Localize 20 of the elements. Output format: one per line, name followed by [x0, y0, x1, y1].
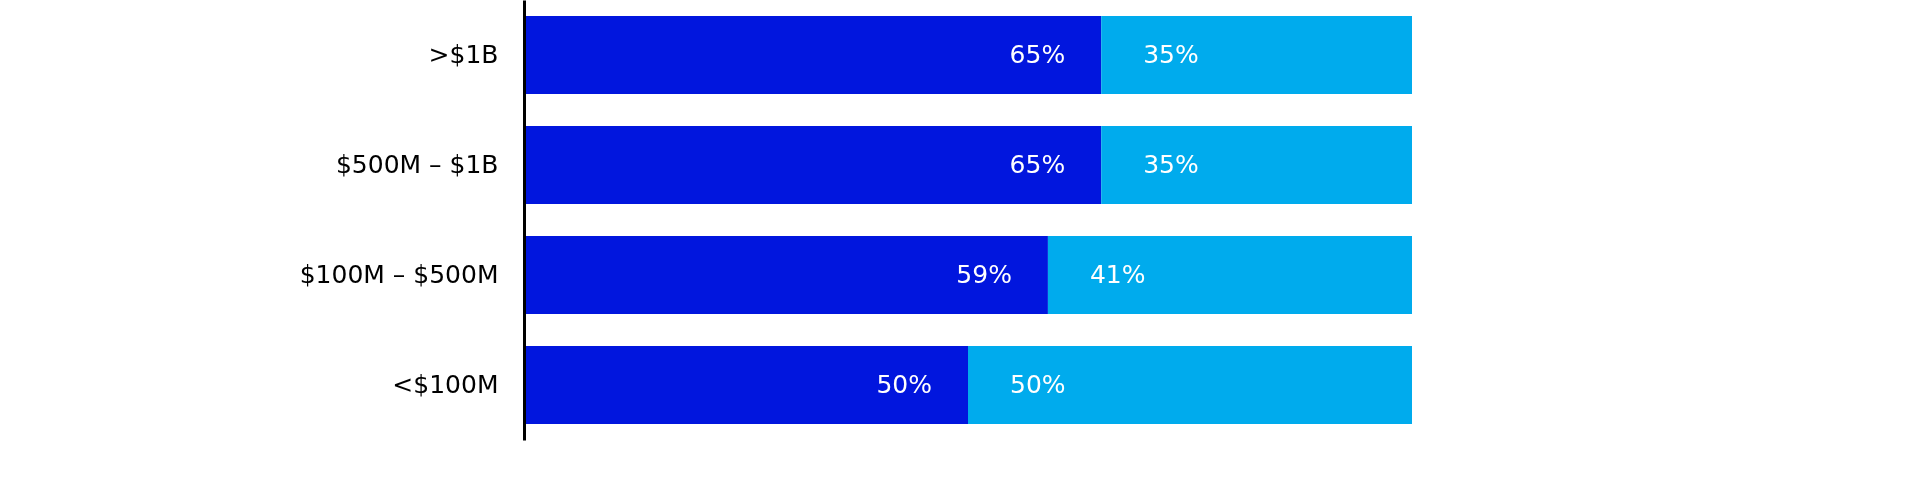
bar	[1101, 125, 1412, 205]
data-label: 65%	[1009, 150, 1066, 179]
y-tick-label: >$1B	[428, 40, 499, 69]
bar	[1047, 235, 1412, 315]
data-label: 35%	[1143, 150, 1199, 179]
data-label: 41%	[1089, 260, 1146, 289]
bar	[524, 125, 1102, 205]
y-tick-label: $100M – $500M	[299, 260, 499, 289]
data-label: 59%	[956, 260, 1012, 289]
y-tick-label: $500M – $1B	[335, 150, 499, 179]
data-label: 50%	[876, 370, 932, 399]
data-label: 35%	[1143, 40, 1199, 69]
bar	[524, 345, 968, 425]
bar	[968, 345, 1412, 425]
bar	[524, 15, 1102, 95]
bar	[524, 235, 1048, 315]
y-tick-label: <$100M	[392, 370, 499, 399]
bar	[1101, 15, 1412, 95]
data-label: 65%	[1009, 40, 1066, 69]
data-label: 50%	[1010, 370, 1066, 399]
